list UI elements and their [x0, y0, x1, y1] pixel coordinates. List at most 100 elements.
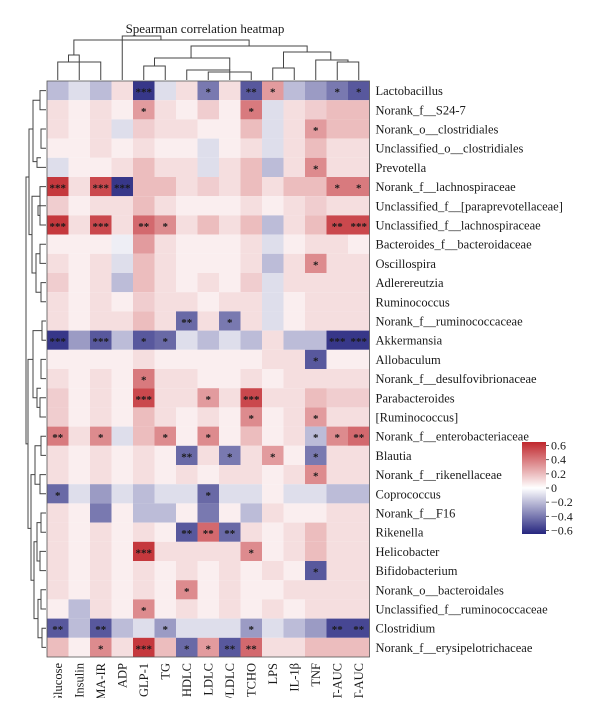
heatmap-cell	[326, 484, 348, 504]
row-label: Blautia	[376, 449, 413, 463]
heatmap-cell	[176, 119, 198, 139]
heatmap-cell	[305, 618, 327, 638]
column-label: Glucose	[51, 663, 65, 698]
heatmap-cell	[262, 541, 284, 561]
heatmap-cell	[219, 445, 241, 465]
heatmap-cell	[219, 196, 241, 216]
heatmap-cell	[133, 618, 155, 638]
heatmap-cell	[111, 177, 133, 197]
heatmap-cell	[176, 100, 198, 120]
significance-mark: ***	[114, 183, 131, 195]
heatmap-cell	[176, 388, 198, 408]
significance-marks: *** * ** * * ** ****** *** *** * **** *** ** * ** *****…	[50, 87, 368, 656]
heatmap-cell	[133, 100, 155, 120]
significance-mark: ***	[351, 336, 368, 348]
heatmap-cell	[240, 637, 262, 657]
significance-mark: **	[246, 643, 258, 655]
row-label: Norank_f__erysipelotrichaceae	[376, 641, 533, 655]
heatmap-cell	[90, 157, 112, 177]
heatmap-cell	[262, 292, 284, 312]
heatmap-cell	[348, 253, 370, 273]
heatmap-cell	[47, 292, 69, 312]
heatmap-cell	[305, 484, 327, 504]
heatmap-cell	[133, 292, 155, 312]
significance-mark: *	[313, 259, 319, 271]
heatmap-cell	[326, 349, 348, 369]
significance-mark: ***	[50, 221, 67, 233]
heatmap-cell	[326, 426, 348, 446]
heatmap-cell	[133, 503, 155, 523]
column-label: ITT-AUC	[352, 663, 366, 698]
heatmap-cell	[47, 618, 69, 638]
heatmap-cell	[68, 484, 90, 504]
row-label: Unclassified_f__ruminococcaceae	[376, 603, 549, 617]
heatmap-cell	[348, 580, 370, 600]
heatmap-cell	[154, 215, 176, 235]
heatmap-cell	[68, 292, 90, 312]
heatmap-cell	[348, 349, 370, 369]
heatmap-cell	[219, 349, 241, 369]
heatmap-cell	[111, 273, 133, 293]
row-label: Unclassified_f__[paraprevotellaceae]	[376, 199, 563, 213]
heatmap-cell	[219, 273, 241, 293]
heatmap-cell	[154, 81, 176, 101]
heatmap-cell	[262, 388, 284, 408]
significance-mark: *	[163, 624, 169, 636]
heatmap-cell	[197, 445, 219, 465]
heatmap-cell	[90, 407, 112, 427]
heatmap-cell	[283, 541, 305, 561]
heatmap-cell	[154, 407, 176, 427]
column-label: TNF	[309, 663, 323, 687]
heatmap-cell	[47, 100, 69, 120]
heatmap-cell	[262, 599, 284, 619]
heatmap-cell	[305, 100, 327, 120]
heatmap-cell	[133, 465, 155, 485]
heatmap-cell	[197, 465, 219, 485]
heatmap-cell	[111, 157, 133, 177]
heatmap-cell	[176, 637, 198, 657]
heatmap-cell	[176, 330, 198, 350]
heatmap-cell	[197, 484, 219, 504]
column-label: IL-1β	[287, 663, 301, 692]
heatmap-cell	[47, 388, 69, 408]
heatmap-cell	[326, 215, 348, 235]
heatmap-cell	[111, 119, 133, 139]
heatmap-cell	[154, 484, 176, 504]
heatmap-cell	[197, 503, 219, 523]
column-dendrogram	[57, 35, 360, 80]
heatmap-cell	[154, 426, 176, 446]
significance-mark: **	[224, 643, 236, 655]
heatmap-cell	[262, 484, 284, 504]
heatmap-cell	[90, 349, 112, 369]
heatmap-cell	[326, 157, 348, 177]
heatmap-cell	[219, 177, 241, 197]
significance-mark: ***	[136, 87, 153, 99]
significance-mark: ***	[351, 221, 368, 233]
heatmap-cell	[111, 445, 133, 465]
heatmap-cell	[176, 580, 198, 600]
significance-mark: *	[335, 432, 341, 444]
heatmap-cell	[305, 234, 327, 254]
heatmap-cell	[176, 138, 198, 158]
heatmap-cell	[240, 465, 262, 485]
heatmap-cell	[348, 157, 370, 177]
heatmap-cell	[240, 273, 262, 293]
heatmap-cell	[305, 273, 327, 293]
heatmap-cell	[240, 445, 262, 465]
heatmap-cell	[176, 618, 198, 638]
heatmap-cell	[219, 215, 241, 235]
heatmap-cell	[219, 234, 241, 254]
significance-mark: *	[313, 163, 319, 175]
heatmap-cell	[176, 484, 198, 504]
column-label: HOMA-IR	[94, 662, 108, 698]
heatmap-cell	[154, 522, 176, 542]
heatmap-cell	[197, 273, 219, 293]
heatmap-cell	[348, 561, 370, 581]
heatmap-cell	[90, 426, 112, 446]
significance-mark: *	[98, 432, 104, 444]
heatmap-cell	[348, 311, 370, 331]
heatmap-cell	[283, 196, 305, 216]
heatmap-cell	[305, 292, 327, 312]
heatmap-cell	[305, 215, 327, 235]
significance-mark: *	[163, 432, 169, 444]
